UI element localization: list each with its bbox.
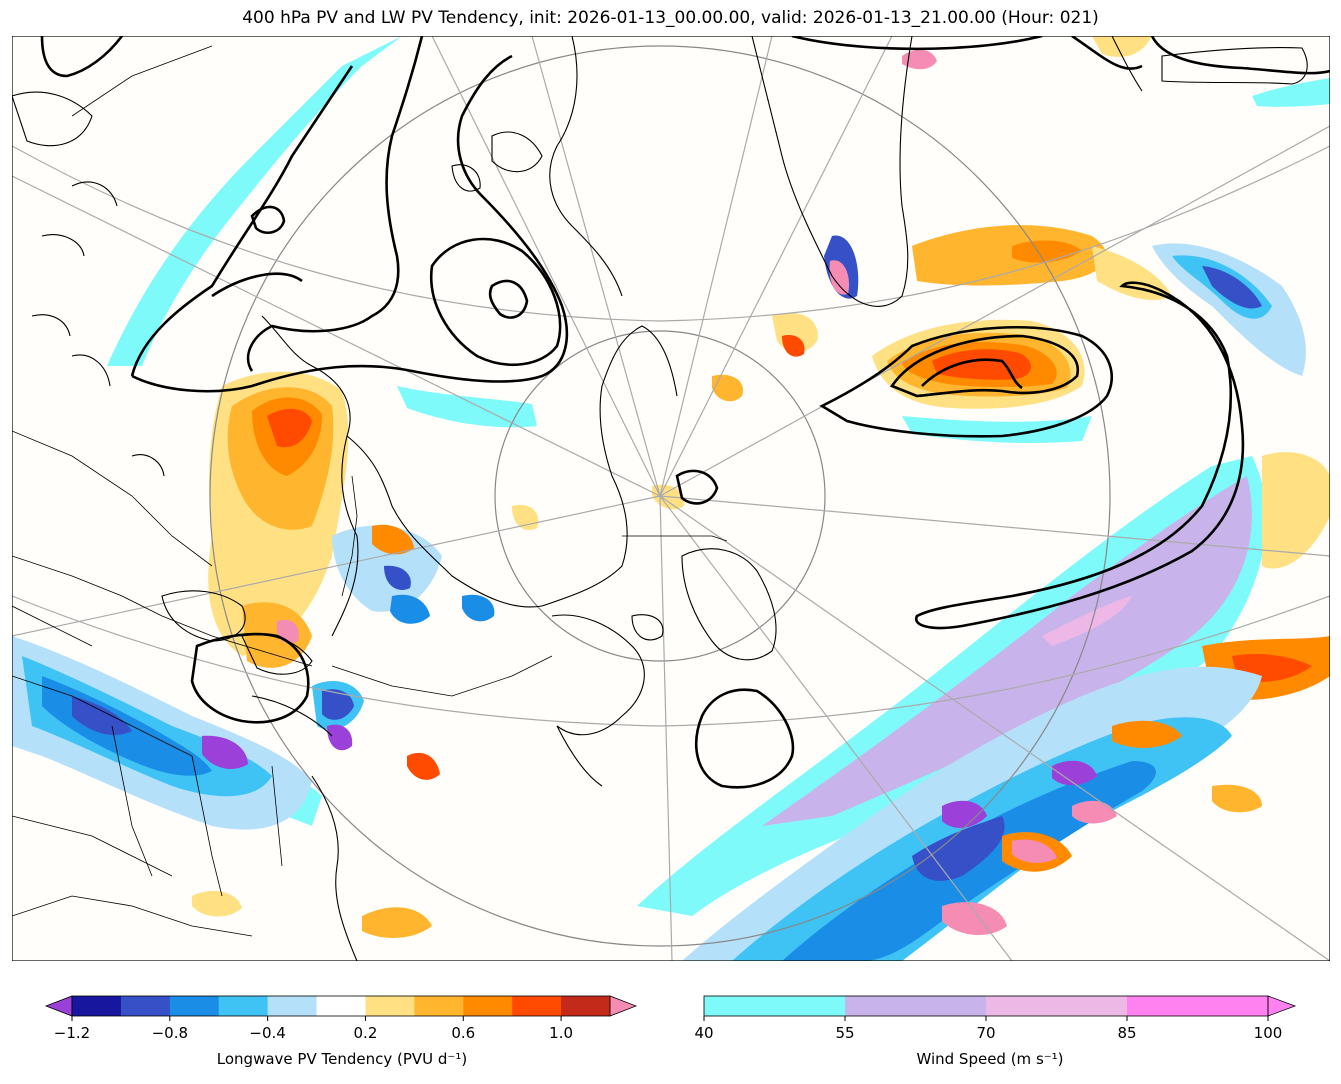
jet-hudson-40 <box>397 386 537 428</box>
pv-colorbar-segment <box>414 996 464 1016</box>
latitude-circle-outer <box>209 45 1111 947</box>
wind-colorbar-segment <box>704 996 846 1016</box>
greenland-east <box>1111 36 1143 92</box>
jet-atlantic-70 <box>1042 596 1132 646</box>
us-east-coast <box>311 775 358 961</box>
wind-colorbar-tick-label: 70 <box>976 1024 995 1042</box>
pv-colorbar-tick-label: 1.0 <box>549 1024 573 1042</box>
pv-contour-baffin <box>429 237 562 367</box>
greenland-coast <box>751 36 913 307</box>
great-lakes <box>161 590 246 642</box>
pv-tendency-colorbar-ticks: −1.2 −0.8 −0.4 0.2 0.6 1.0 <box>54 1016 573 1042</box>
pv-colorbar-segment <box>561 996 611 1016</box>
wind-colorbar-tick-label: 55 <box>835 1024 854 1042</box>
pv-contour-glakes <box>190 632 310 724</box>
wind-speed-colorbar: 40 55 70 85 100 <box>695 995 1297 1042</box>
pv-colorbar-tick-label: −0.4 <box>249 1024 285 1042</box>
coastlines <box>12 36 1308 961</box>
pv-colorbar-segment <box>169 996 220 1016</box>
baffin-coast <box>549 36 623 297</box>
pv-tendency-colorbar-segments <box>44 995 638 1017</box>
pv-colorbar-over <box>609 995 638 1017</box>
maritimes <box>551 614 645 736</box>
map-title: 400 hPa PV and LW PV Tendency, init: 202… <box>242 8 1099 28</box>
wind-colorbar-tick-label: 85 <box>1117 1024 1136 1042</box>
political-borders <box>12 45 728 937</box>
pv-colorbar-tick-label: −1.2 <box>54 1024 90 1042</box>
pv-colorbar-under <box>44 995 73 1017</box>
pv-colorbar-tick-label: −0.8 <box>152 1024 188 1042</box>
pv-colorbar-segment <box>316 996 366 1016</box>
graticule <box>12 36 1330 961</box>
pv-contour-trough-arc <box>914 281 1245 630</box>
wind-speed-colorbar-segments <box>703 995 1297 1017</box>
wind-colorbar-over <box>1267 995 1297 1017</box>
pv-colorbar-segment <box>463 996 513 1016</box>
wind-colorbar-segment <box>986 996 1128 1016</box>
wind-colorbar-tick-label: 40 <box>695 1024 714 1042</box>
newfoundland <box>681 548 777 661</box>
pv-colorbar-segment <box>120 996 171 1016</box>
pv-contour-labrador-sea <box>819 326 1113 438</box>
wind-colorbar-segment <box>845 996 987 1016</box>
nw-canada-islands <box>12 91 93 147</box>
pv-tendency-colorbar-label: Longwave PV Tendency (PVU d⁻¹) <box>216 1050 468 1068</box>
pv-colorbar-segment <box>512 996 562 1016</box>
jet-atlantic-55 <box>762 476 1252 826</box>
labrador-coast <box>541 325 678 607</box>
map-panel <box>12 36 1330 961</box>
hudson-bay-coast <box>261 315 359 637</box>
pv-colorbar-tick-label: 0.6 <box>451 1024 475 1042</box>
pv-colorbar-segment <box>365 996 415 1016</box>
pv-colorbar-segment <box>267 996 318 1016</box>
wind-colorbar-segment <box>1127 996 1269 1016</box>
pv-contour-hudson-low <box>130 36 424 377</box>
jet-northeast-40 <box>1252 78 1330 107</box>
wind-colorbar-tick-label: 100 <box>1254 1024 1283 1042</box>
wind-speed-colorbar-label: Wind Speed (m s⁻¹) <box>916 1050 1064 1068</box>
pv-tendency-colorbar: −1.2 −0.8 −0.4 0.2 0.6 1.0 <box>44 995 638 1042</box>
pv-colorbar-tick-label: 0.2 <box>354 1024 378 1042</box>
pv-contours <box>40 36 1330 789</box>
pv-tendency-shading <box>12 36 1330 961</box>
wind-speed-colorbar-ticks: 40 55 70 85 100 <box>695 1016 1282 1042</box>
pv-contour-atlantic <box>695 688 795 789</box>
pv-colorbar-segment <box>218 996 269 1016</box>
jet-canada-40 <box>107 36 402 366</box>
pv-colorbar-segment <box>72 996 122 1016</box>
latitude-circle-inner <box>494 330 826 662</box>
